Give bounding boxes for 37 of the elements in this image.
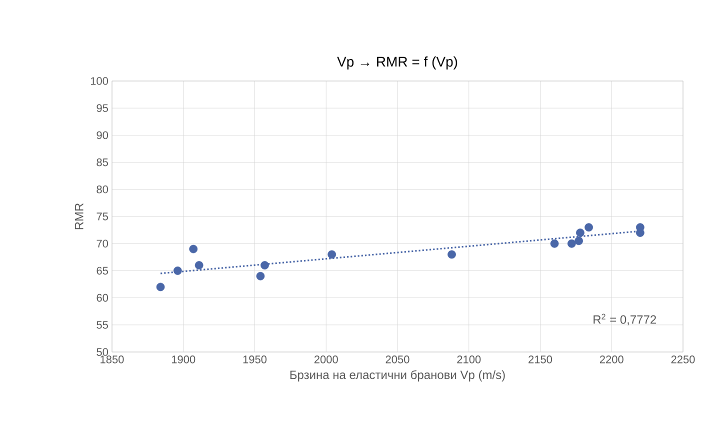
x-tick-label: 1850 <box>100 356 124 364</box>
y-tick-label: 95 <box>96 104 108 112</box>
point <box>584 223 593 232</box>
y-tick-label: 55 <box>96 321 108 329</box>
y-tick-label: 80 <box>96 186 108 194</box>
y-tick-label: 70 <box>96 240 108 248</box>
point <box>567 239 576 248</box>
y-tick-label: 90 <box>96 131 108 140</box>
x-tick-label: 1900 <box>172 356 196 364</box>
point <box>574 236 583 246</box>
x-tick-label: 2100 <box>457 356 481 364</box>
point <box>576 228 584 237</box>
x-axis-title: Брзина на еластични бранови Vp (m/s) <box>290 370 505 382</box>
point <box>260 261 269 270</box>
x-tick-label: 2150 <box>528 356 552 364</box>
point <box>189 244 198 254</box>
point <box>550 239 559 248</box>
x-tick-label: 1950 <box>243 356 267 364</box>
y-tick-label: 100 <box>90 77 108 85</box>
x-tick-label: 2000 <box>314 356 338 364</box>
y-tick-label: 65 <box>96 266 108 275</box>
y-tick-label: 75 <box>96 212 108 220</box>
x-tick-label: 2200 <box>600 356 624 364</box>
y-tick-label: 50 <box>96 348 108 356</box>
point <box>256 272 265 280</box>
point <box>448 250 456 259</box>
y-axis-title: RMR <box>75 203 84 230</box>
point <box>194 261 204 270</box>
x-tick-label: 2050 <box>386 356 410 364</box>
point <box>156 282 165 292</box>
point <box>173 266 182 275</box>
y-tick-label: 85 <box>96 158 108 166</box>
y-tick-label: 60 <box>96 294 108 302</box>
chart-title: Vp → RMR = f (Vp) <box>337 56 458 70</box>
annotation: R$^{2}$ = 0,7772 <box>594 314 656 326</box>
x-tick-label: 2250 <box>671 356 695 364</box>
point <box>328 250 336 259</box>
